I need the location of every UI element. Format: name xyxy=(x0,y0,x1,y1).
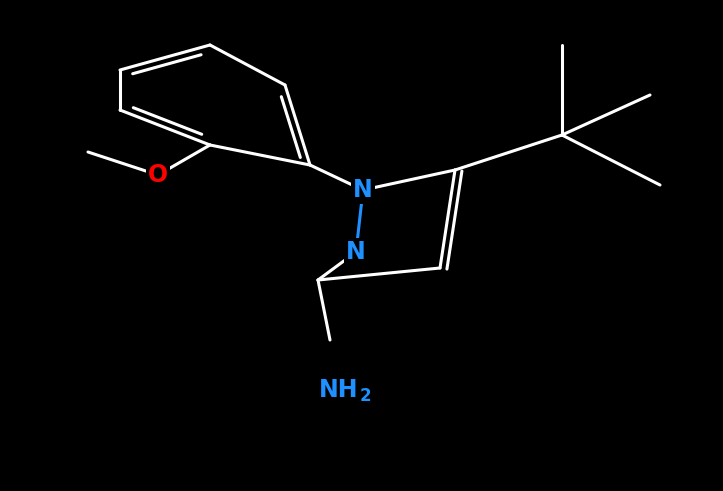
Text: 2: 2 xyxy=(360,387,372,405)
Text: N: N xyxy=(346,240,366,264)
Text: O: O xyxy=(148,163,168,187)
Text: N: N xyxy=(353,178,373,202)
Text: NH: NH xyxy=(319,378,358,402)
